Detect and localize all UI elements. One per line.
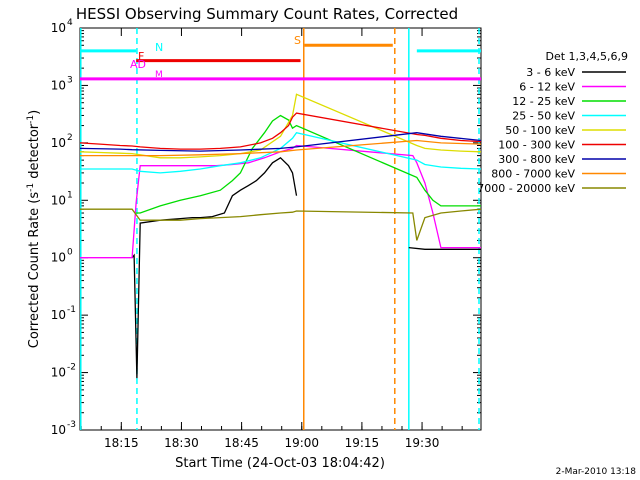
y-tick-exponent: 4 bbox=[67, 18, 73, 28]
x-tick-label: 18:30 bbox=[164, 436, 199, 450]
y-tick-label: 10 bbox=[51, 423, 66, 437]
x-tick-label: 19:30 bbox=[405, 436, 440, 450]
y-axis-label-mid: detector bbox=[27, 123, 42, 183]
y-tick-exponent: 2 bbox=[67, 133, 73, 143]
y-tick-label: 10 bbox=[51, 21, 66, 35]
flag-label-m: M bbox=[155, 70, 163, 80]
series-line bbox=[80, 139, 482, 157]
legend-label: 3 - 6 keV bbox=[526, 66, 575, 79]
y-tick-exponent: -2 bbox=[67, 363, 76, 373]
y-tick-exponent: 0 bbox=[67, 248, 73, 258]
series-line bbox=[80, 208, 482, 241]
x-tick-label: 19:00 bbox=[284, 436, 319, 450]
legend-title: Det 1,3,4,5,6,9 bbox=[545, 50, 628, 63]
footer-date: 2-Mar-2010 13:18 bbox=[556, 467, 637, 477]
series-line bbox=[79, 112, 482, 150]
x-tick-label: 19:15 bbox=[345, 436, 380, 450]
legend-label: 800 - 7000 keV bbox=[491, 168, 575, 181]
legend-label: 300 - 800 keV bbox=[498, 153, 575, 166]
y-tick-label: 10 bbox=[51, 308, 66, 322]
legend-label: 100 - 300 keV bbox=[498, 139, 575, 152]
flag-label-n: N bbox=[155, 41, 163, 54]
flag-label-f: F bbox=[138, 50, 144, 63]
y-axis-label-end: ) bbox=[27, 110, 42, 115]
legend-label: 12 - 25 keV bbox=[512, 95, 575, 108]
y-tick-label: 10 bbox=[51, 78, 66, 92]
x-tick-label: 18:15 bbox=[104, 436, 139, 450]
plot-frame bbox=[79, 27, 482, 431]
series-line bbox=[136, 114, 481, 214]
x-tick-label: 18:45 bbox=[224, 436, 259, 450]
flag-label-ad: AD bbox=[130, 58, 146, 71]
y-axis-label: Corrected Count Rate (s-1 detector-1) bbox=[26, 110, 42, 348]
y-tick-label: 10 bbox=[51, 193, 66, 207]
y-tick-label: 10 bbox=[51, 251, 66, 265]
y-axis-label-main: Corrected Count Rate (s bbox=[27, 192, 42, 349]
y-tick-exponent: -3 bbox=[67, 420, 76, 430]
series-line bbox=[80, 131, 482, 174]
legend-label: 7000 - 20000 keV bbox=[477, 182, 575, 195]
flag-bars bbox=[80, 43, 481, 81]
y-tick-exponent: -1 bbox=[67, 305, 76, 315]
y-axis-label-sup: -1 bbox=[26, 183, 36, 192]
y-tick-label: 10 bbox=[51, 136, 66, 150]
legend-label: 25 - 50 keV bbox=[512, 110, 575, 123]
x-axis-label: Start Time (24-Oct-03 18:04:42) bbox=[175, 456, 385, 471]
series-lines bbox=[79, 93, 482, 379]
series-line bbox=[79, 132, 482, 152]
legend-label: 50 - 100 keV bbox=[505, 124, 575, 137]
legend-label: 6 - 12 keV bbox=[519, 81, 575, 94]
chart-title: HESSI Observing Summary Count Rates, Cor… bbox=[76, 5, 458, 23]
y-axis-label-sup2: -1 bbox=[26, 115, 36, 124]
vertical-markers bbox=[80, 28, 480, 430]
x-axis-ticks: 18:15 18:30 18:45 19:00 19:15 19:30 bbox=[80, 28, 463, 450]
y-tick-exponent: 1 bbox=[67, 190, 73, 200]
y-tick-label: 10 bbox=[51, 366, 66, 380]
series-line bbox=[80, 144, 481, 259]
series-line bbox=[131, 156, 481, 379]
flag-label-s: S bbox=[294, 34, 301, 47]
y-tick-exponent: 3 bbox=[67, 75, 73, 85]
